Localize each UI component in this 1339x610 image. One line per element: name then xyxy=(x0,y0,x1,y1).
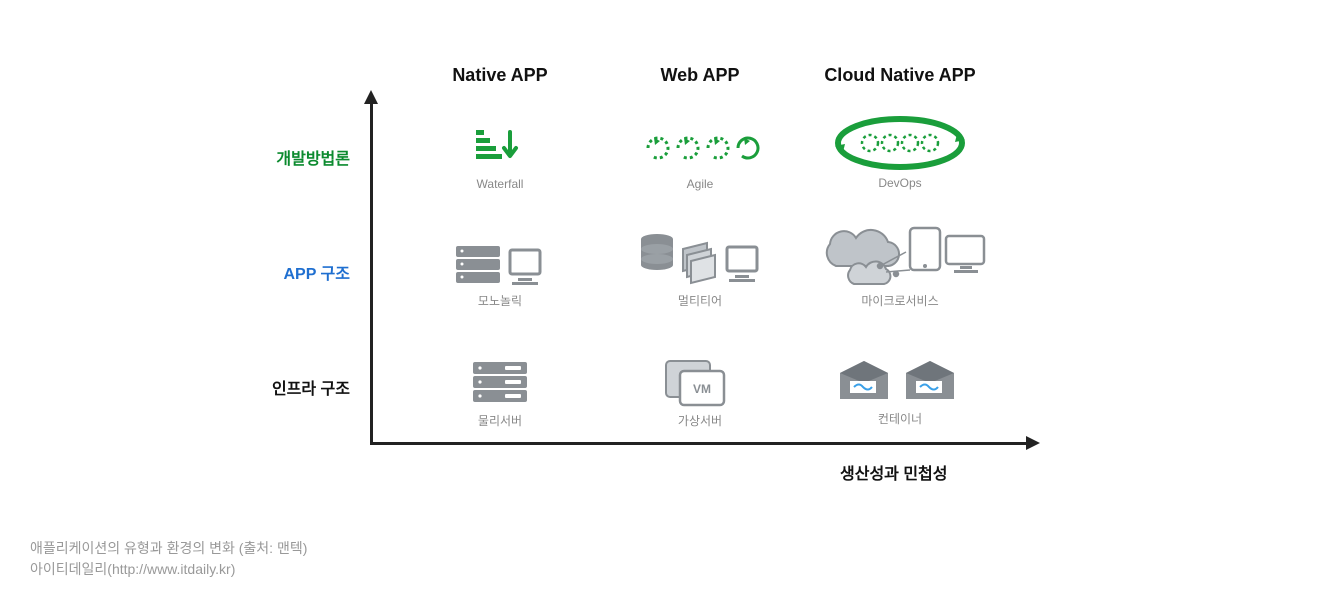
devops-icon xyxy=(800,112,1000,174)
cell-label-physical: 물리서버 xyxy=(410,412,590,429)
y-axis xyxy=(370,100,373,445)
row-label-infra: 인프라 구조 xyxy=(240,375,350,399)
cell-label-multitier: 멀티티어 xyxy=(610,292,790,309)
virtual-server-icon: VM xyxy=(610,355,790,410)
cell-container: 컨테이너 xyxy=(800,352,1000,427)
row-label-methodology: 개발방법론 xyxy=(240,145,350,169)
cell-label-agile: Agile xyxy=(610,177,790,191)
col-header-native: Native APP xyxy=(410,65,590,86)
footer-line1: 애플리케이션의 유형과 환경의 변화 (출처: 맨텍) xyxy=(30,538,307,559)
cell-label-devops: DevOps xyxy=(800,176,1000,190)
cell-agile: Agile xyxy=(610,120,790,191)
diagram-canvas: Native APP Web APP Cloud Native APP 개발방법… xyxy=(280,100,1060,460)
col-header-cloud: Cloud Native APP xyxy=(800,65,1000,86)
cell-label-monolithic: 모노놀릭 xyxy=(410,292,590,309)
microservices-icon xyxy=(800,222,1000,290)
footer-line2: 아이티데일리(http://www.itdaily.kr) xyxy=(30,559,307,580)
footer-credit: 애플리케이션의 유형과 환경의 변화 (출처: 맨텍) 아이티데일리(http:… xyxy=(30,538,307,580)
cell-label-virtual: 가상서버 xyxy=(610,412,790,429)
waterfall-icon xyxy=(410,120,590,175)
vm-text: VM xyxy=(693,382,711,396)
col-header-web: Web APP xyxy=(610,65,790,86)
monolithic-icon xyxy=(410,235,590,290)
cell-monolithic: 모노놀릭 xyxy=(410,235,590,309)
physical-server-icon xyxy=(410,355,590,410)
cell-devops: DevOps xyxy=(800,112,1000,190)
container-icon xyxy=(800,352,1000,408)
cell-waterfall: Waterfall xyxy=(410,120,590,191)
multitier-icon xyxy=(610,228,790,290)
cell-virtual-server: VM 가상서버 xyxy=(610,355,790,429)
cell-physical-server: 물리서버 xyxy=(410,355,590,429)
row-label-app-structure: APP 구조 xyxy=(240,260,350,284)
cell-microservices: 마이크로서비스 xyxy=(800,222,1000,309)
cell-label-microservices: 마이크로서비스 xyxy=(800,292,1000,309)
cell-label-container: 컨테이너 xyxy=(800,410,1000,427)
x-axis-label: 생산성과 민첩성 xyxy=(840,460,948,484)
cell-label-waterfall: Waterfall xyxy=(410,177,590,191)
agile-icon xyxy=(610,120,790,175)
x-axis xyxy=(370,442,1030,445)
cell-multitier: 멀티티어 xyxy=(610,228,790,309)
